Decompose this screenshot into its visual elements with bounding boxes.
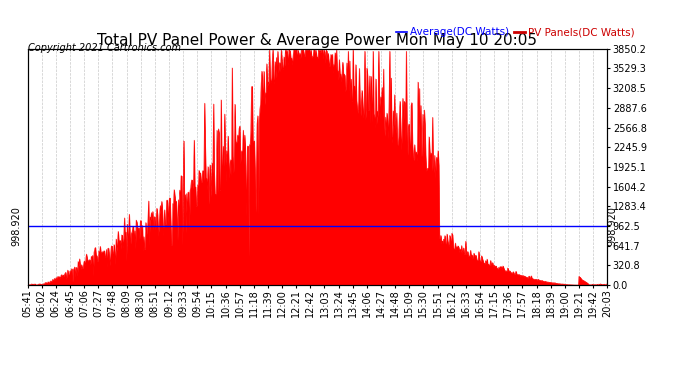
Text: 998.920: 998.920 (607, 206, 617, 246)
Text: 998.920: 998.920 (12, 206, 22, 246)
Text: Copyright 2021 Cartronics.com: Copyright 2021 Cartronics.com (28, 43, 181, 53)
Title: Total PV Panel Power & Average Power Mon May 10 20:05: Total PV Panel Power & Average Power Mon… (97, 33, 538, 48)
Legend: Average(DC Watts), PV Panels(DC Watts): Average(DC Watts), PV Panels(DC Watts) (392, 23, 638, 42)
